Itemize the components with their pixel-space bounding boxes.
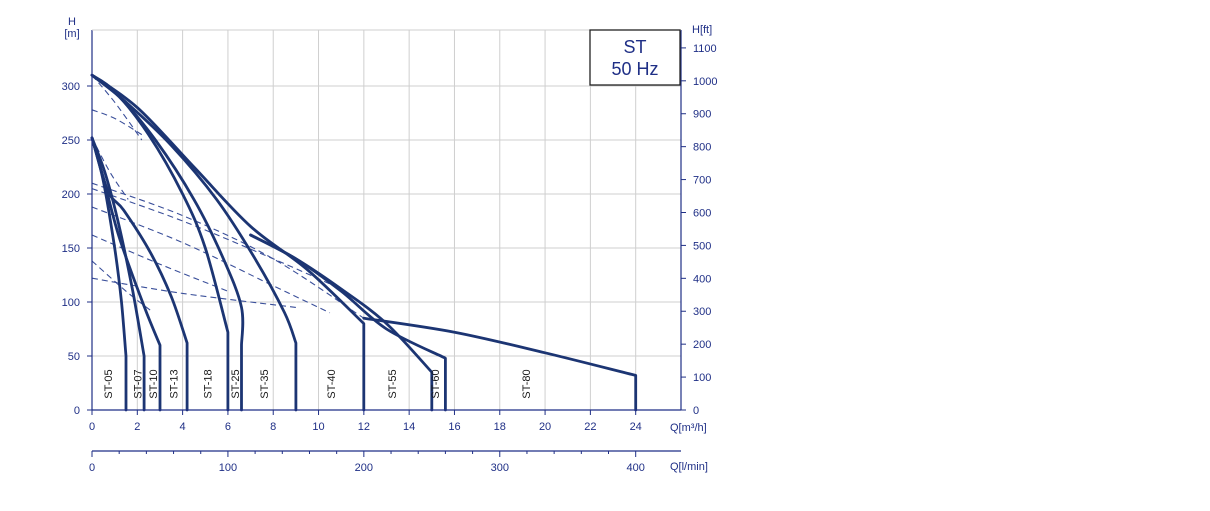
y-left-tick-label: 150 (62, 243, 80, 255)
series-label-st-35: ST-35 (259, 369, 271, 398)
x-m3h-tick-label: 0 (89, 421, 95, 433)
x-lmin-tick-label: 300 (491, 462, 509, 474)
series-label-st-55: ST-55 (387, 369, 399, 398)
reference-curve (91, 182, 365, 319)
x-m3h-tick-label: 6 (225, 421, 231, 433)
curve-st-35 (90, 73, 298, 412)
y-right-tick-label: 0 (693, 405, 699, 417)
curve-st-07 (90, 136, 146, 412)
reference-curve (91, 109, 143, 136)
series-label-st-40: ST-40 (326, 369, 338, 398)
reference-curve (91, 234, 229, 292)
y-left-tick-label: 200 (62, 189, 80, 201)
y-right-tick-label: 1100 (693, 43, 717, 55)
reference-curve (91, 188, 342, 290)
x-m3h-tick-label: 2 (134, 421, 140, 433)
y-right-tick-label: 800 (693, 142, 711, 154)
x-lmin-tick-label: 0 (89, 462, 95, 474)
x-m3h-tick-label: 18 (494, 421, 506, 433)
reference-curve (91, 74, 143, 141)
y-left-tick-label: 0 (74, 405, 80, 417)
x-lmin-tick-label: 400 (627, 462, 645, 474)
y-right-tick-label: 400 (693, 273, 711, 285)
x-lmin-tick-label: 200 (355, 462, 373, 474)
x-lmin-label: Q[l/min] (670, 461, 708, 473)
legend-line1: ST (623, 37, 646, 57)
series-label-st-05: ST-05 (103, 369, 115, 398)
x-m3h-tick-label: 24 (630, 421, 642, 433)
x-m3h-tick-label: 12 (358, 421, 370, 433)
y-right-tick-label: 500 (693, 240, 711, 252)
y-left-tick-label: 250 (62, 135, 80, 147)
legend-line2: 50 Hz (611, 59, 658, 79)
series-label-st-18: ST-18 (203, 369, 215, 398)
axes: 0501001502002503000100200300400500600700… (62, 29, 717, 474)
curve-st-60 (249, 233, 447, 412)
y-right-tick-label: 200 (693, 339, 711, 351)
reference-curve (91, 277, 296, 308)
legend-frame (589, 29, 681, 86)
y-right-label: H[ft] (692, 24, 712, 36)
x-m3h-tick-label: 22 (584, 421, 596, 433)
y-left-tick-label: 50 (68, 351, 80, 363)
series-label-st-07: ST-07 (132, 369, 144, 398)
x-lmin-tick-label: 100 (219, 462, 237, 474)
series-label-st-80: ST-80 (521, 369, 533, 398)
series-label-st-25: ST-25 (230, 369, 242, 398)
series-label-st-10: ST-10 (148, 369, 160, 398)
y-right-tick-label: 700 (693, 175, 711, 187)
y-right-tick-label: 100 (693, 372, 711, 384)
x-m3h-tick-label: 14 (403, 421, 415, 433)
series-label-st-13: ST-13 (169, 369, 181, 398)
y-left-label-top: H (68, 16, 76, 28)
curve-st-13 (90, 136, 189, 412)
curve-st-05 (90, 136, 128, 412)
x-m3h-tick-label: 4 (180, 421, 186, 433)
x-m3h-tick-label: 20 (539, 421, 551, 433)
x-m3h-label: Q[m³/h] (670, 422, 707, 434)
y-left-tick-label: 100 (62, 297, 80, 309)
y-right-tick-label: 900 (693, 109, 711, 121)
y-right-tick-label: 300 (693, 306, 711, 318)
curve-st-40 (90, 73, 366, 412)
curve-st-80 (362, 316, 638, 412)
y-left-label-unit: [m] (64, 28, 79, 40)
series-labels: ST-05 ST-07 ST-10 ST-13 ST-18 ST-25 ST-35 ST-40… (103, 369, 533, 398)
x-m3h-tick-label: 10 (312, 421, 324, 433)
x-m3h-tick-label: 16 (448, 421, 460, 433)
y-right-tick-label: 600 (693, 207, 711, 219)
x-m3h-tick-label: 8 (270, 421, 276, 433)
series-label-st-60: ST-60 (430, 369, 442, 398)
y-right-tick-label: 1000 (693, 76, 717, 88)
legend-box: ST 50 Hz (589, 29, 681, 86)
pump-curves (90, 73, 638, 412)
y-left-tick-label: 300 (62, 81, 80, 93)
